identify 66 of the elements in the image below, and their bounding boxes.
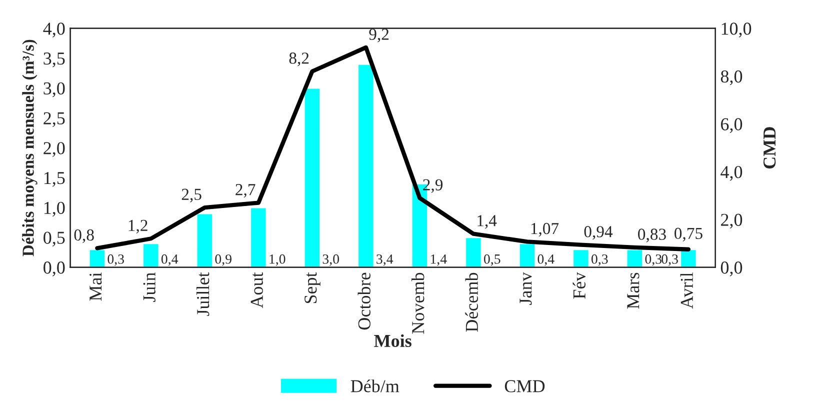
x-tick-label: Juillet: [196, 272, 210, 316]
data-label: 0,3: [645, 254, 662, 266]
y-tick-label: 4,0: [43, 22, 65, 38]
x-tick-label: Juin: [143, 272, 156, 302]
data-label: 1,0: [270, 254, 286, 266]
x-tick-label: Mars: [627, 272, 640, 309]
bar: [357, 63, 375, 268]
bar: [626, 248, 644, 268]
data-label: 0,3: [591, 254, 608, 266]
y2-tick-label: 4,0: [720, 166, 742, 181]
y-tick-label: 0,5: [44, 232, 65, 246]
data-label: 2,5: [182, 188, 202, 202]
data-label: 1,07: [531, 222, 559, 237]
x-tick-label: Janv: [520, 272, 532, 305]
bar: [518, 242, 536, 268]
bar: [303, 87, 321, 268]
data-label: 0,4: [161, 254, 178, 266]
legend-label: CMD: [504, 380, 545, 392]
y-tick-label: 1,0: [44, 202, 65, 217]
y-tick-label: 2,0: [44, 142, 65, 157]
data-label: 2,9: [423, 179, 443, 193]
x-tick-label: Novemb: [412, 272, 424, 334]
y-tick-label: 2,5: [44, 112, 65, 127]
data-label: 0,8: [74, 229, 94, 244]
y-axis-title: Débits moyens mensuels (m³/s): [22, 40, 38, 256]
x-tick-label: Décemb: [465, 272, 478, 332]
x-axis-title: Mois: [374, 334, 412, 348]
x-tick-label: Fév: [572, 272, 586, 299]
bar: [572, 248, 590, 268]
data-label: 0,3: [662, 254, 678, 266]
x-tick-label: Avril: [680, 272, 693, 309]
bar: [88, 248, 106, 268]
bar: [196, 212, 214, 268]
data-label: 9,2: [369, 28, 389, 42]
data-label: 0,94: [584, 226, 613, 240]
data-label: 8,2: [289, 52, 309, 66]
data-label: 2,7: [236, 184, 256, 198]
y-tick-label: 3,0: [44, 82, 65, 98]
data-label: 0,9: [215, 254, 232, 266]
x-tick-label: Aout: [250, 272, 263, 308]
bar: [250, 206, 268, 268]
y2-tick-label: 6,0: [720, 118, 742, 133]
y2-tick-label: 10,0: [722, 22, 752, 38]
data-label: 3,4: [376, 254, 394, 266]
data-label: 1,4: [478, 215, 497, 229]
data-label: 1,4: [430, 254, 447, 266]
data-label: 0,5: [484, 254, 500, 266]
y-tick-label: 1,5: [44, 172, 65, 187]
y2-axis-title: CMD: [763, 127, 776, 169]
y2-tick-label: 8,0: [720, 70, 742, 86]
bar: [464, 236, 482, 268]
y2-tick-label: 0,0: [720, 262, 742, 276]
y2-tick-label: 2,0: [721, 214, 742, 229]
legend-label: Déb/m: [350, 380, 400, 392]
data-label: 0,4: [538, 254, 554, 266]
x-tick-label: Sept: [304, 272, 320, 304]
y-tick-label: 0,0: [44, 262, 65, 276]
data-label: 3,0: [322, 254, 340, 266]
x-tick-label: Mai: [90, 272, 102, 301]
data-label: 0,75: [674, 228, 702, 242]
data-label: 0,3: [108, 254, 124, 266]
y-tick-label: 3,5: [44, 52, 65, 68]
x-tick-label: Octobre: [358, 272, 370, 330]
data-label: 1,2: [128, 220, 148, 234]
bar: [142, 242, 160, 268]
data-label: 0,83: [638, 228, 666, 242]
